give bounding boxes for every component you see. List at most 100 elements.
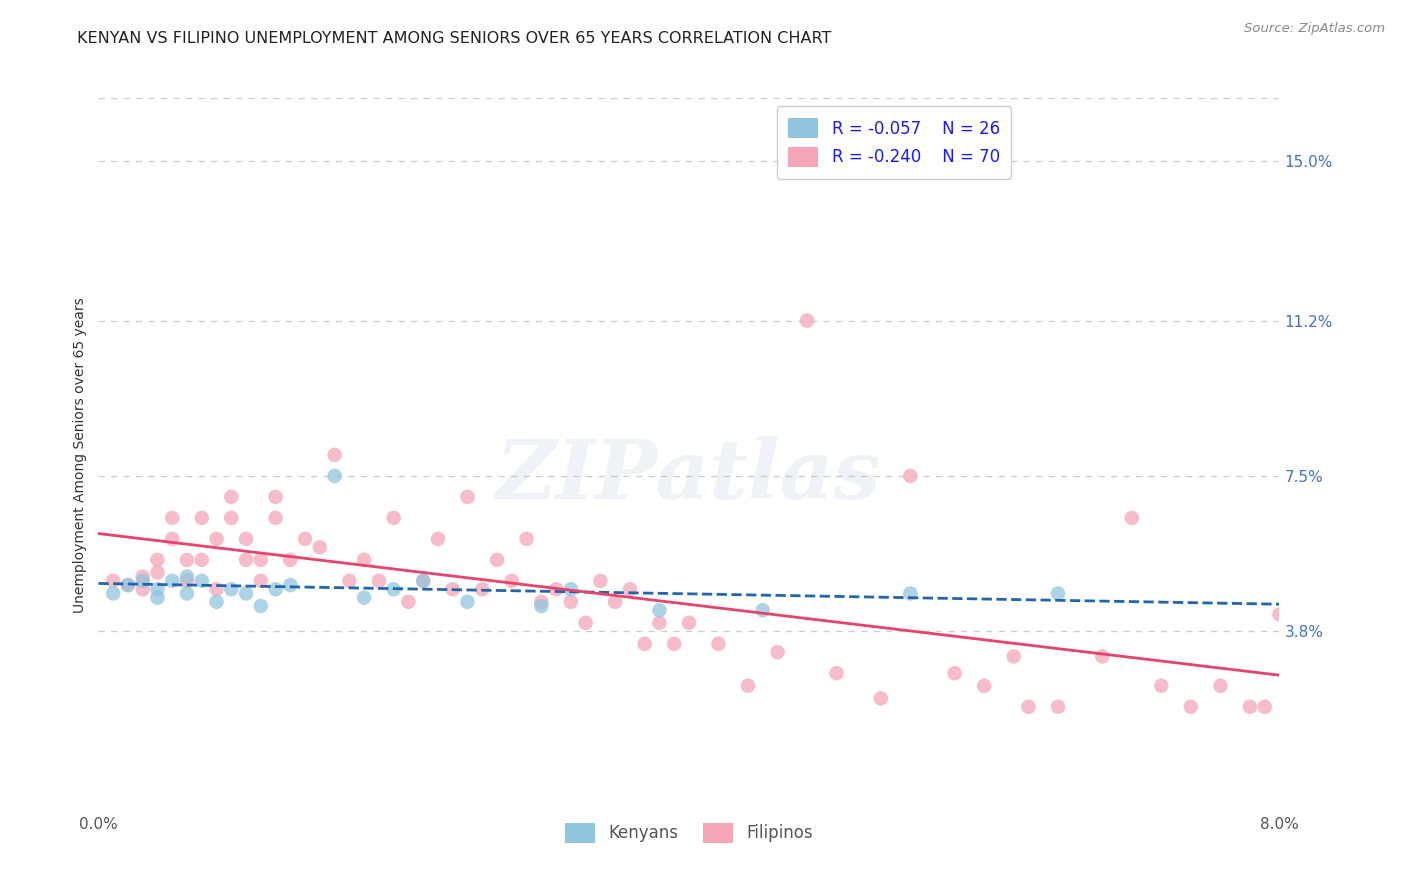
Point bbox=[486, 553, 509, 567]
Point bbox=[162, 511, 183, 525]
Point bbox=[648, 603, 671, 617]
Point bbox=[619, 582, 641, 597]
Text: Source: ZipAtlas.com: Source: ZipAtlas.com bbox=[1244, 22, 1385, 36]
Point bbox=[900, 586, 922, 600]
Point bbox=[560, 582, 582, 597]
Point bbox=[205, 595, 228, 609]
Point bbox=[1150, 679, 1173, 693]
Point bbox=[1091, 649, 1114, 664]
Point bbox=[427, 532, 450, 546]
Point bbox=[441, 582, 464, 597]
Point bbox=[264, 490, 287, 504]
Point bbox=[250, 574, 273, 588]
Legend: Kenyans, Filipinos: Kenyans, Filipinos bbox=[558, 816, 820, 850]
Point bbox=[250, 553, 273, 567]
Point bbox=[1046, 586, 1070, 600]
Point bbox=[634, 637, 657, 651]
Point bbox=[191, 553, 214, 567]
Point bbox=[1254, 699, 1277, 714]
Point bbox=[457, 490, 479, 504]
Point bbox=[176, 569, 198, 583]
Point bbox=[1209, 679, 1232, 693]
Point bbox=[146, 553, 169, 567]
Point bbox=[221, 511, 243, 525]
Point bbox=[264, 582, 287, 597]
Point bbox=[235, 532, 257, 546]
Point bbox=[339, 574, 361, 588]
Point bbox=[132, 582, 155, 597]
Point bbox=[205, 582, 228, 597]
Point bbox=[1180, 699, 1202, 714]
Point bbox=[546, 582, 568, 597]
Point bbox=[235, 586, 257, 600]
Point bbox=[766, 645, 789, 659]
Point bbox=[664, 637, 686, 651]
Point bbox=[1018, 699, 1040, 714]
Point bbox=[176, 553, 198, 567]
Point bbox=[560, 595, 582, 609]
Point bbox=[353, 591, 375, 605]
Point bbox=[146, 582, 169, 597]
Point bbox=[162, 532, 183, 546]
Point bbox=[323, 448, 346, 462]
Point bbox=[398, 595, 420, 609]
Point bbox=[294, 532, 316, 546]
Point bbox=[382, 511, 405, 525]
Point bbox=[146, 566, 169, 580]
Point bbox=[221, 582, 243, 597]
Point bbox=[457, 595, 479, 609]
Point bbox=[737, 679, 759, 693]
Point bbox=[501, 574, 523, 588]
Point bbox=[1239, 699, 1261, 714]
Point bbox=[825, 666, 848, 681]
Point bbox=[973, 679, 995, 693]
Point bbox=[250, 599, 273, 613]
Point bbox=[353, 553, 375, 567]
Point bbox=[221, 490, 243, 504]
Point bbox=[589, 574, 612, 588]
Point bbox=[162, 574, 183, 588]
Point bbox=[1046, 699, 1070, 714]
Point bbox=[530, 595, 553, 609]
Point bbox=[309, 541, 332, 555]
Point bbox=[280, 578, 302, 592]
Point bbox=[146, 591, 169, 605]
Point bbox=[575, 615, 598, 630]
Point bbox=[471, 582, 494, 597]
Text: KENYAN VS FILIPINO UNEMPLOYMENT AMONG SENIORS OVER 65 YEARS CORRELATION CHART: KENYAN VS FILIPINO UNEMPLOYMENT AMONG SE… bbox=[77, 31, 832, 46]
Point bbox=[707, 637, 730, 651]
Y-axis label: Unemployment Among Seniors over 65 years: Unemployment Among Seniors over 65 years bbox=[73, 297, 87, 613]
Point bbox=[605, 595, 627, 609]
Point bbox=[235, 553, 257, 567]
Point bbox=[103, 574, 125, 588]
Point bbox=[117, 578, 139, 592]
Text: ZIPatlas: ZIPatlas bbox=[496, 436, 882, 516]
Point bbox=[132, 574, 155, 588]
Point bbox=[648, 615, 671, 630]
Point bbox=[117, 578, 139, 592]
Point bbox=[382, 582, 405, 597]
Point bbox=[530, 599, 553, 613]
Point bbox=[205, 532, 228, 546]
Point bbox=[280, 553, 302, 567]
Point bbox=[870, 691, 893, 706]
Point bbox=[103, 586, 125, 600]
Point bbox=[132, 569, 155, 583]
Point bbox=[176, 574, 198, 588]
Point bbox=[412, 574, 434, 588]
Point bbox=[943, 666, 966, 681]
Point bbox=[368, 574, 391, 588]
Point bbox=[191, 574, 214, 588]
Point bbox=[900, 469, 922, 483]
Point bbox=[1121, 511, 1143, 525]
Point bbox=[323, 469, 346, 483]
Point bbox=[1268, 607, 1291, 622]
Point bbox=[678, 615, 700, 630]
Point bbox=[1002, 649, 1025, 664]
Point bbox=[516, 532, 538, 546]
Point bbox=[264, 511, 287, 525]
Point bbox=[191, 511, 214, 525]
Point bbox=[412, 574, 434, 588]
Point bbox=[752, 603, 775, 617]
Point bbox=[176, 586, 198, 600]
